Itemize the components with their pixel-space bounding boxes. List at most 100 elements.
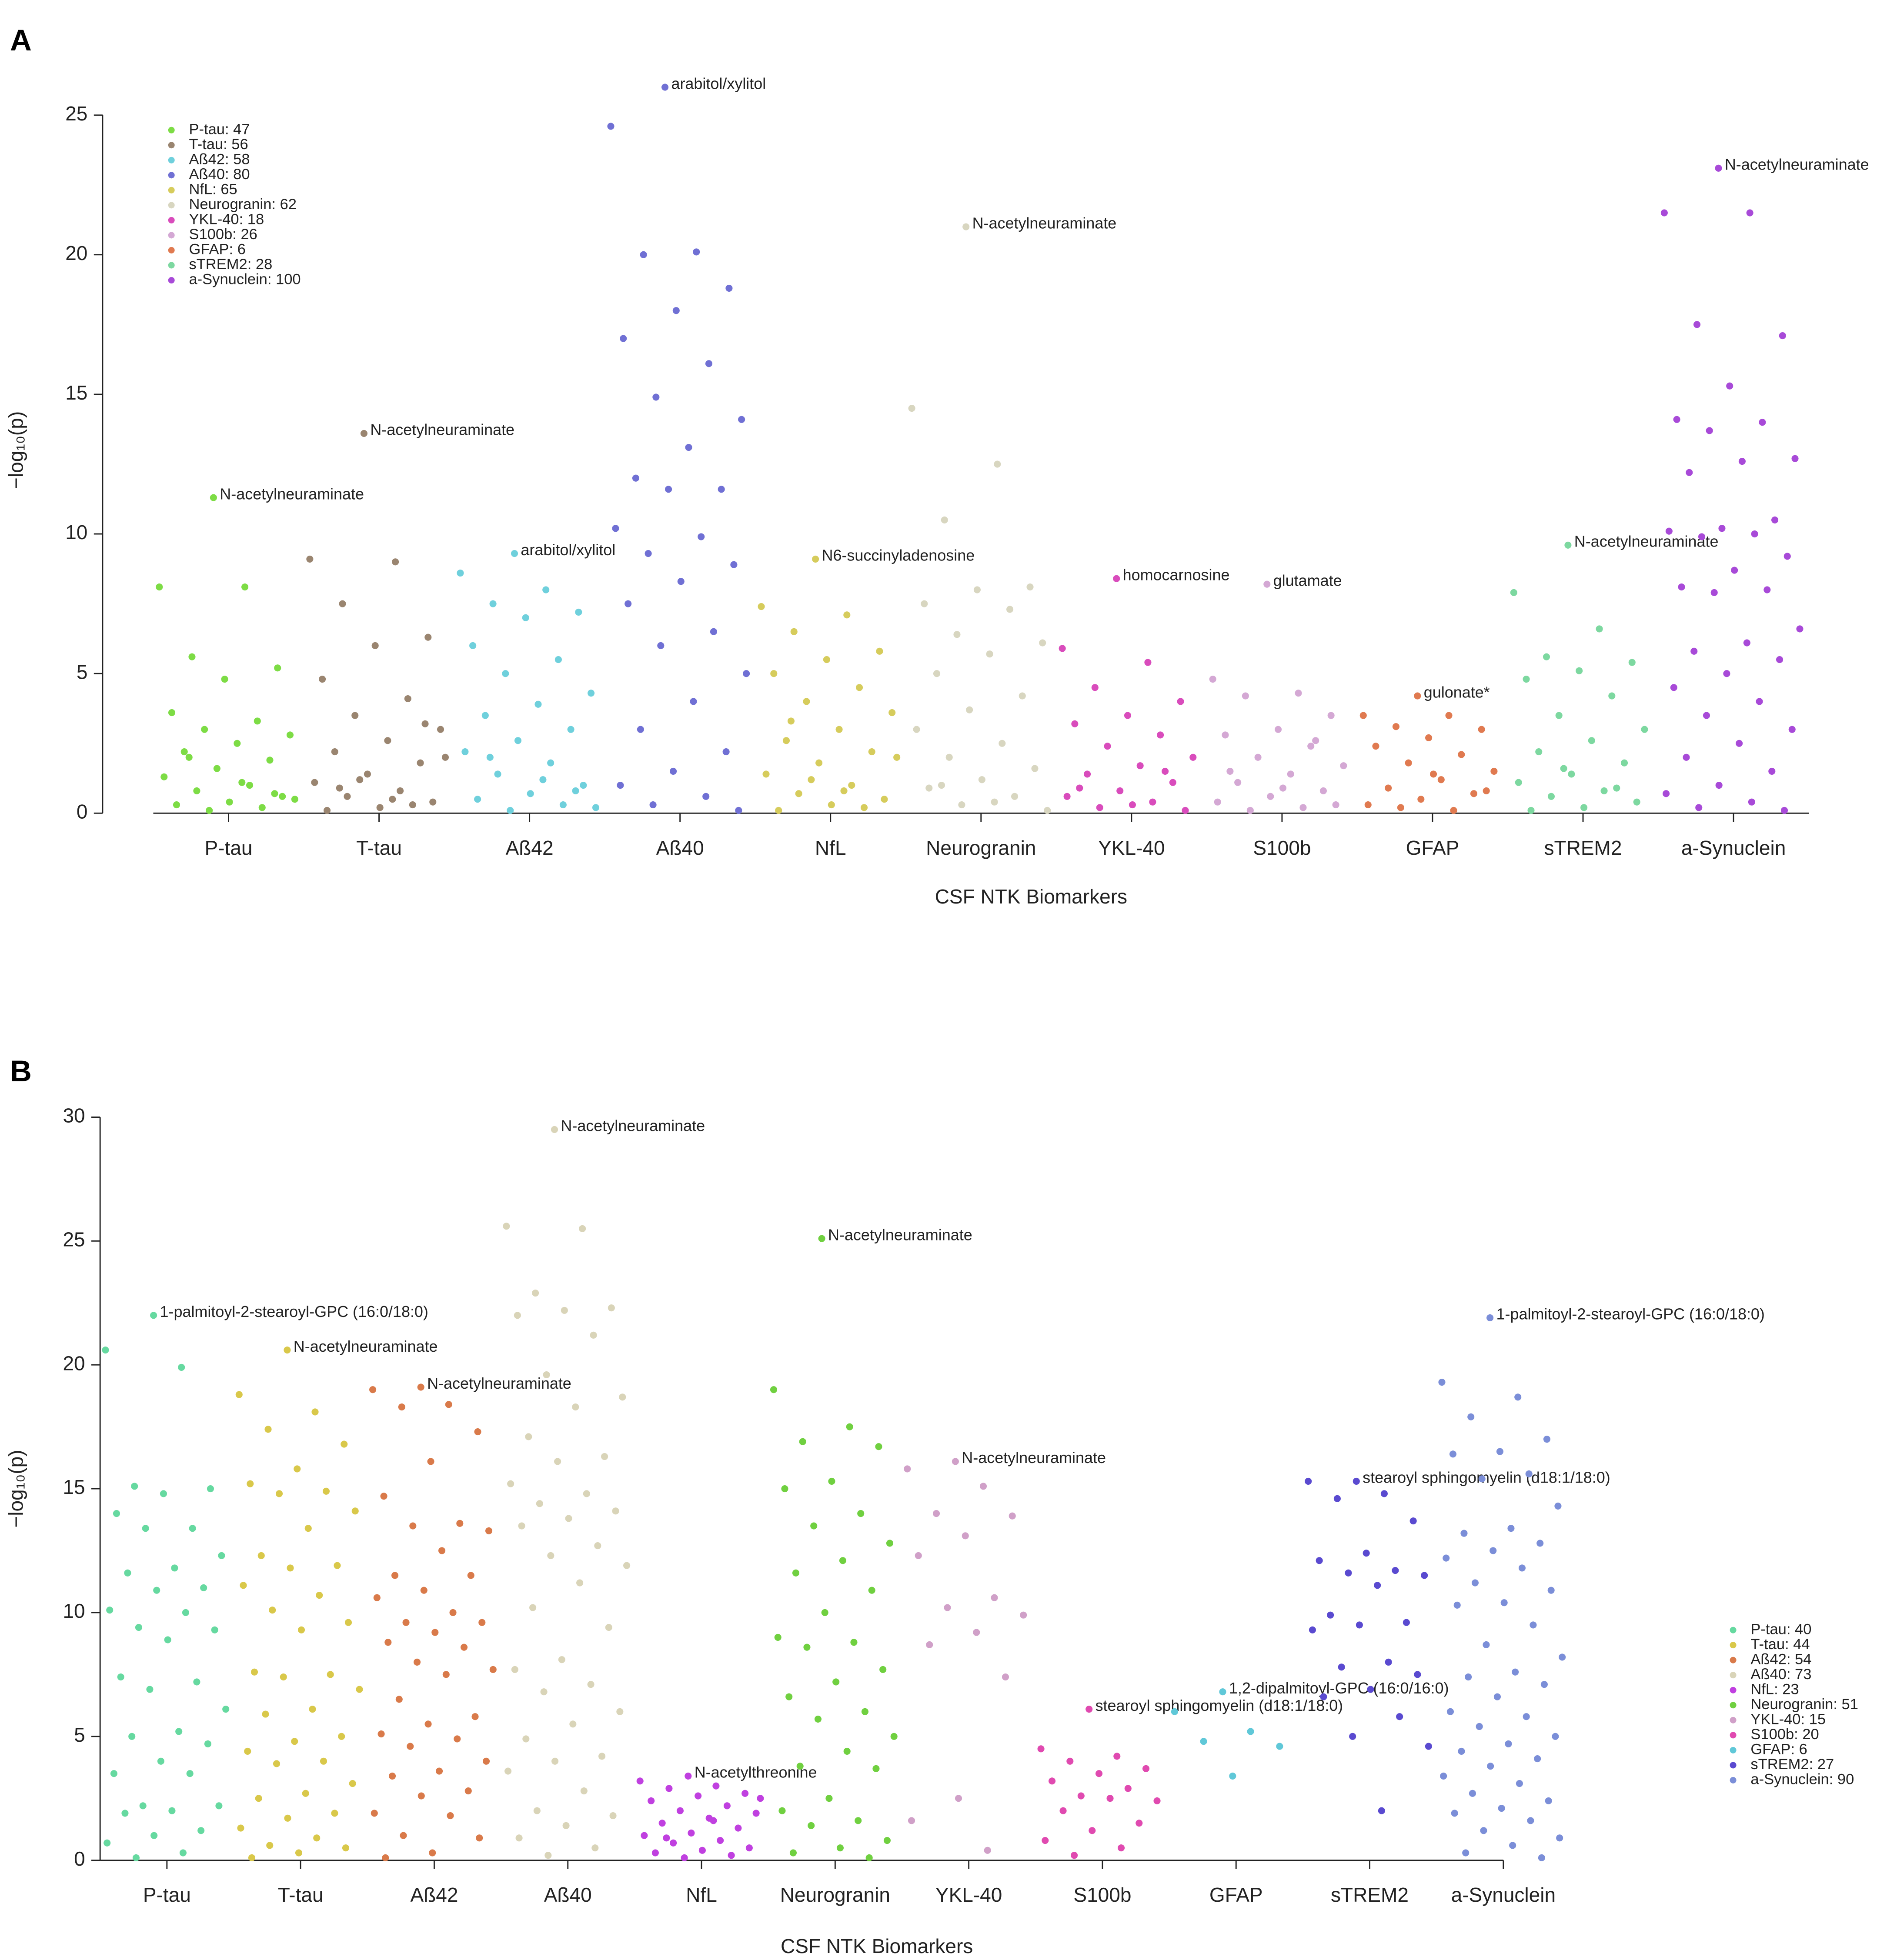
point — [1380, 1490, 1388, 1497]
point — [522, 614, 529, 621]
point — [113, 1510, 120, 1517]
point — [1686, 469, 1693, 476]
labeled-point — [1486, 1314, 1494, 1322]
point — [1555, 712, 1563, 719]
point — [1490, 1547, 1497, 1554]
point — [1372, 743, 1379, 750]
point — [1124, 712, 1132, 719]
point — [908, 405, 915, 412]
point — [313, 1834, 321, 1842]
point — [1759, 419, 1766, 426]
point — [1020, 1611, 1027, 1619]
point — [966, 706, 973, 713]
panel-letter: A — [10, 23, 32, 57]
point — [437, 726, 444, 733]
point — [915, 1552, 922, 1559]
point — [932, 1510, 940, 1517]
point — [865, 1854, 873, 1861]
point — [273, 1760, 281, 1767]
legend-swatch — [168, 142, 175, 149]
point — [1299, 804, 1307, 811]
point — [1006, 606, 1014, 613]
point — [424, 633, 432, 641]
point — [886, 1540, 893, 1547]
point — [1641, 726, 1648, 733]
point — [255, 1795, 262, 1802]
legend-swatch — [1730, 1672, 1737, 1679]
point — [503, 1223, 510, 1230]
point — [1113, 1753, 1121, 1760]
point — [1683, 753, 1690, 761]
legend-label: YKL-40: 18 — [189, 211, 264, 228]
point — [868, 1587, 875, 1594]
point — [142, 1525, 149, 1532]
point — [823, 656, 830, 663]
point — [645, 550, 652, 557]
point — [351, 1507, 359, 1515]
point — [302, 1790, 309, 1797]
legend-label: YKL-40: 15 — [1750, 1711, 1826, 1727]
point — [226, 798, 233, 806]
point — [1613, 784, 1620, 792]
point — [986, 650, 993, 658]
legend-label: P-tau: 40 — [1750, 1621, 1811, 1637]
point — [1545, 1797, 1552, 1804]
legend-label: NfL: 65 — [189, 181, 237, 198]
point — [710, 1817, 717, 1824]
point — [1084, 770, 1091, 778]
point — [1274, 726, 1282, 733]
point — [384, 1639, 392, 1646]
point — [958, 801, 965, 809]
point — [1620, 759, 1628, 767]
point — [789, 1849, 797, 1857]
point — [601, 1453, 608, 1460]
point — [1136, 762, 1144, 770]
legend-label: S100b: 20 — [1750, 1726, 1819, 1743]
point — [1104, 743, 1111, 750]
point — [507, 1480, 514, 1487]
point — [539, 776, 547, 783]
point — [438, 1547, 446, 1554]
point — [445, 1401, 452, 1408]
legend-swatch — [168, 262, 175, 269]
point — [376, 804, 384, 811]
point — [1049, 1777, 1056, 1785]
point — [810, 1522, 818, 1530]
point — [102, 1346, 109, 1354]
point — [1525, 1470, 1533, 1477]
point — [1026, 583, 1034, 591]
point — [925, 784, 933, 792]
point — [735, 1824, 742, 1832]
point-label: N-acetylthreonine — [695, 1763, 817, 1781]
point — [1535, 748, 1543, 756]
point — [770, 670, 778, 677]
point — [1327, 712, 1335, 719]
point — [494, 770, 501, 778]
point — [669, 767, 677, 775]
point — [1738, 458, 1746, 465]
legend-label: a-Synuclein: 100 — [189, 271, 301, 288]
point — [1214, 798, 1221, 806]
point — [404, 695, 411, 703]
point — [188, 653, 196, 660]
point — [846, 1423, 853, 1430]
point — [1608, 692, 1616, 700]
point — [179, 1849, 187, 1857]
point — [1437, 776, 1445, 783]
point — [677, 578, 685, 585]
point — [1374, 1582, 1381, 1589]
point — [377, 1730, 385, 1738]
legend-label: S100b: 26 — [189, 226, 257, 243]
point — [1718, 525, 1726, 532]
point — [306, 555, 314, 563]
legend-swatch — [1730, 1717, 1737, 1723]
point-label: 1-palmitoyl-2-stearoyl-GPC (16:0/18:0) — [1496, 1305, 1764, 1323]
point — [648, 1797, 655, 1804]
legend-label: Aß42: 54 — [1750, 1651, 1811, 1667]
point — [1320, 1693, 1327, 1700]
point — [234, 740, 241, 747]
point — [1295, 690, 1302, 697]
point — [1568, 770, 1575, 778]
point — [979, 1483, 987, 1490]
